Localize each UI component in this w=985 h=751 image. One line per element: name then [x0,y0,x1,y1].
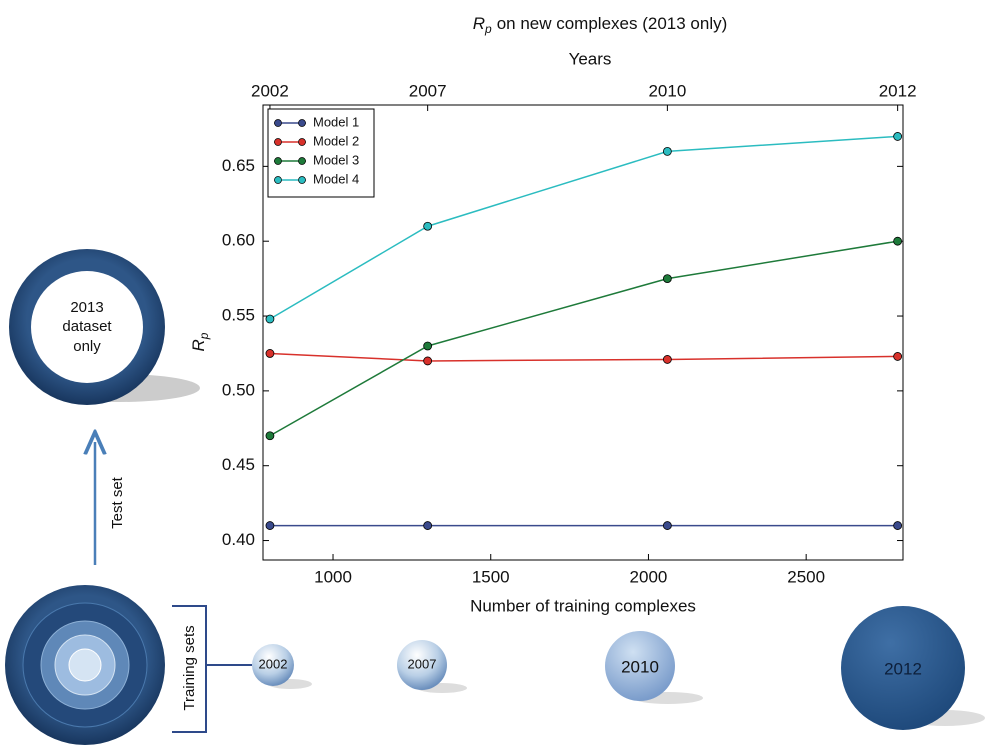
point [894,237,902,245]
x2-tick-label: 2012 [879,81,917,100]
title-symbol: R [473,14,485,33]
x2-tick-label: 2002 [251,81,289,100]
chart-title: Rp on new complexes (2013 only) [473,14,728,36]
point [894,352,902,360]
x2-label: Years [569,49,612,68]
point [663,275,671,283]
title-subscript: p [484,22,492,36]
y-label-subscript: p [197,332,211,340]
ring-label: only [73,338,101,355]
x-tick-label: 2000 [630,567,668,586]
sphere-label: 2007 [408,656,437,671]
y-tick-label: 0.40 [222,530,255,549]
x-tick-label: 1000 [314,567,352,586]
series-line [270,241,898,436]
legend-point [275,177,282,184]
legend-point [275,158,282,165]
plot: 0.40 0.45 0.50 0.55 0.60 0.65 1000 1500 2000 2500… [222,81,917,586]
legend-point [299,158,306,165]
legend-label: Model 4 [313,171,359,186]
y-tick-label: 0.50 [222,380,255,399]
legend-point [299,120,306,127]
training-rings [69,649,101,681]
ring-label: 2013 [70,299,103,316]
legend-point [275,120,282,127]
x-tick-label: 1500 [472,567,510,586]
legend-label: Model 1 [313,114,359,129]
point [663,355,671,363]
sphere-label: 2010 [621,657,659,676]
legend-point [299,139,306,146]
y-label: Rp [189,332,211,351]
legend-point [299,177,306,184]
point [894,522,902,530]
y-tick-label: 0.45 [222,455,255,474]
series-line [270,353,898,360]
sphere-label: 2002 [259,656,288,671]
title-text: on new complexes (2013 only) [497,14,728,33]
y-tick-label: 0.55 [222,306,255,325]
point [663,147,671,155]
point [266,315,274,323]
point [894,132,902,140]
point [266,349,274,357]
x-label: Number of training complexes [470,596,696,615]
legend-label: Model 2 [313,133,359,148]
y-tick-label: 0.65 [222,156,255,175]
point [266,432,274,440]
x2-tick-label: 2010 [648,81,686,100]
x-tick-label: 2500 [787,567,825,586]
legend-point [275,139,282,146]
arrow-label: Test set [109,476,126,529]
figure: 2013 dataset only Test set Training sets… [0,0,985,751]
point [424,342,432,350]
point [424,357,432,365]
point [266,522,274,530]
point [424,522,432,530]
diagram: 2013 dataset only Test set Training sets… [5,249,985,745]
point [663,522,671,530]
bracket-label: Training sets [181,625,198,710]
y-tick-label: 0.60 [222,231,255,250]
ring-label: dataset [62,318,112,335]
point [424,222,432,230]
y-label-symbol: R [189,339,208,351]
sphere-label: 2012 [884,659,922,678]
legend-label: Model 3 [313,152,359,167]
x2-tick-label: 2007 [409,81,447,100]
